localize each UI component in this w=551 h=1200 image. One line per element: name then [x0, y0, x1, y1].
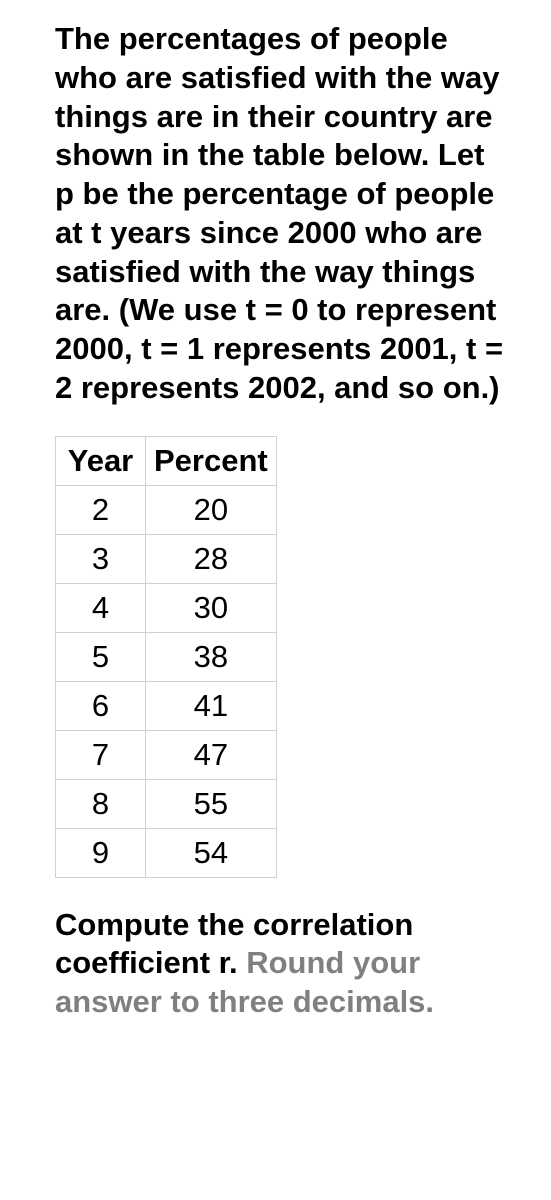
cell-percent: 30 [146, 583, 277, 632]
table-row: 8 55 [56, 779, 277, 828]
cell-year: 8 [56, 779, 146, 828]
cell-year: 6 [56, 681, 146, 730]
question-text: The percentages of people who are satisf… [55, 20, 511, 408]
cell-percent: 41 [146, 681, 277, 730]
cell-percent: 54 [146, 828, 277, 877]
cell-year: 4 [56, 583, 146, 632]
table-row: 5 38 [56, 632, 277, 681]
prompt-text: Compute the correlation coefficient r. R… [55, 906, 511, 1022]
table-header-row: Year Percent [56, 436, 277, 485]
cell-percent: 20 [146, 485, 277, 534]
table-row: 4 30 [56, 583, 277, 632]
cell-percent: 38 [146, 632, 277, 681]
data-table: Year Percent 2 20 3 28 4 30 5 38 6 [55, 436, 277, 878]
column-header-year: Year [56, 436, 146, 485]
cell-year: 7 [56, 730, 146, 779]
cell-percent: 47 [146, 730, 277, 779]
table-row: 7 47 [56, 730, 277, 779]
cell-year: 3 [56, 534, 146, 583]
table-row: 9 54 [56, 828, 277, 877]
table-row: 3 28 [56, 534, 277, 583]
cell-percent: 55 [146, 779, 277, 828]
cell-year: 5 [56, 632, 146, 681]
column-header-percent: Percent [146, 436, 277, 485]
question-container: The percentages of people who are satisf… [0, 0, 551, 1042]
cell-year: 2 [56, 485, 146, 534]
cell-percent: 28 [146, 534, 277, 583]
table-row: 2 20 [56, 485, 277, 534]
table-row: 6 41 [56, 681, 277, 730]
cell-year: 9 [56, 828, 146, 877]
